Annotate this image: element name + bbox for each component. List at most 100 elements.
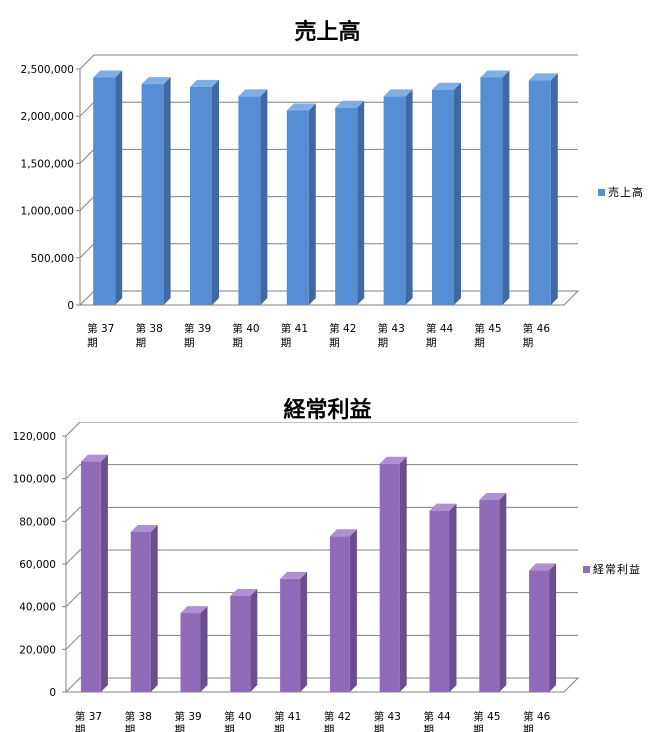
y-tick-label: 1,500,000 <box>21 158 74 170</box>
bar-side <box>454 82 461 305</box>
x-tick-label-suffix: 期 <box>523 724 534 732</box>
x-tick-label: 第 43 <box>374 710 401 723</box>
x-tick-label: 第 40 <box>232 322 259 335</box>
legend-swatch <box>598 189 605 196</box>
x-tick-label: 第 39 <box>175 710 202 723</box>
y-tick-label: 100,000 <box>13 474 56 486</box>
y-tick-label: 1,000,000 <box>21 206 74 218</box>
x-tick-label-suffix: 期 <box>426 337 437 349</box>
bar <box>180 606 208 692</box>
bar-front <box>93 77 116 305</box>
x-tick-label: 第 43 <box>378 322 405 335</box>
bar-top <box>190 79 219 87</box>
bar-side <box>449 503 457 692</box>
bar-front <box>383 96 406 305</box>
bar-top <box>280 571 308 579</box>
gridline <box>65 506 578 522</box>
bar-front <box>280 578 301 692</box>
bar <box>230 589 258 692</box>
y-tick-label: 0 <box>49 687 56 699</box>
x-tick-label-suffix: 期 <box>224 724 235 732</box>
y-tick-label: 80,000 <box>19 516 56 528</box>
bar-front <box>190 86 212 305</box>
x-tick-label: 第 37 <box>75 710 102 723</box>
bar-top <box>80 454 108 462</box>
bar <box>383 89 413 305</box>
bar <box>480 70 510 305</box>
x-tick-label-suffix: 期 <box>274 724 285 732</box>
bar <box>379 456 407 692</box>
y-tick-label: 2,000,000 <box>21 111 74 123</box>
bar <box>280 571 308 692</box>
bar-top <box>529 563 557 571</box>
bar-top <box>286 103 316 111</box>
bar-side <box>405 89 413 305</box>
bar-side <box>163 77 171 305</box>
x-tick-label: 第 38 <box>125 710 152 723</box>
bar-front <box>479 500 500 692</box>
x-tick-label-suffix: 期 <box>125 724 136 732</box>
bar-side <box>200 606 208 692</box>
bar-front <box>286 110 309 305</box>
x-tick-label: 第 41 <box>281 322 308 335</box>
bar-side <box>260 89 268 305</box>
x-tick-label-suffix: 期 <box>184 337 195 349</box>
bar <box>190 79 219 305</box>
chart-title-sales: 売上高 <box>294 20 361 45</box>
bar-side <box>308 103 316 305</box>
legend: 経常利益 <box>583 562 640 576</box>
x-tick-label: 第 38 <box>136 322 163 335</box>
x-tick-label: 第 44 <box>424 710 452 723</box>
bar-side <box>499 493 507 692</box>
y-tick-label: 120,000 <box>13 431 56 443</box>
chart-title-ordinary-profit: 経常利益 <box>283 398 372 423</box>
x-tick-label: 第 45 <box>474 322 501 335</box>
x-tick-label: 第 46 <box>523 322 551 335</box>
bar-top <box>238 89 268 97</box>
legend-label: 売上高 <box>608 185 644 199</box>
bar-top <box>479 493 507 500</box>
bar-top <box>432 82 461 90</box>
bar-front <box>432 89 454 305</box>
x-tick-label-suffix: 期 <box>424 724 435 732</box>
bar-side <box>502 70 510 305</box>
bar-front <box>529 570 550 692</box>
y-tick-label: 40,000 <box>19 602 56 614</box>
bar-front <box>238 96 261 305</box>
bar <box>429 503 457 692</box>
bar-top <box>130 525 158 532</box>
gridline <box>65 549 578 565</box>
x-tick-label-suffix: 期 <box>175 724 186 732</box>
bar-side <box>212 79 219 305</box>
bar <box>141 77 171 305</box>
bar-side <box>549 563 557 692</box>
x-tick-label: 第 42 <box>324 710 351 723</box>
bar-top <box>429 503 457 511</box>
bar <box>329 529 357 692</box>
x-tick-label-suffix: 期 <box>473 724 484 732</box>
bar <box>238 89 268 305</box>
gridline <box>79 54 578 70</box>
x-tick-label-suffix: 期 <box>75 724 86 732</box>
bar-side <box>349 529 357 692</box>
bar-top <box>141 77 171 85</box>
bar-top <box>383 89 413 97</box>
x-tick-label: 第 46 <box>523 710 551 723</box>
bar-top <box>335 100 365 108</box>
bar-side <box>300 571 308 692</box>
bar <box>529 563 557 692</box>
gridline <box>65 634 578 650</box>
x-tick-label: 第 41 <box>274 710 301 723</box>
x-tick-label-suffix: 期 <box>374 724 385 732</box>
x-tick-label-suffix: 期 <box>523 337 534 349</box>
bar-front <box>80 461 101 692</box>
legend-swatch <box>583 566 590 573</box>
bar-top <box>379 456 407 464</box>
bar-side <box>357 100 365 305</box>
bar-front <box>230 596 251 692</box>
bar-front <box>329 536 350 692</box>
ordinary-profit-chart: 0 20,000 40,000 60,000 80,000 100,000 120,000 第… <box>13 422 640 732</box>
bar <box>286 103 316 305</box>
x-tick-label-suffix: 期 <box>136 337 147 349</box>
bar-side <box>150 525 158 692</box>
